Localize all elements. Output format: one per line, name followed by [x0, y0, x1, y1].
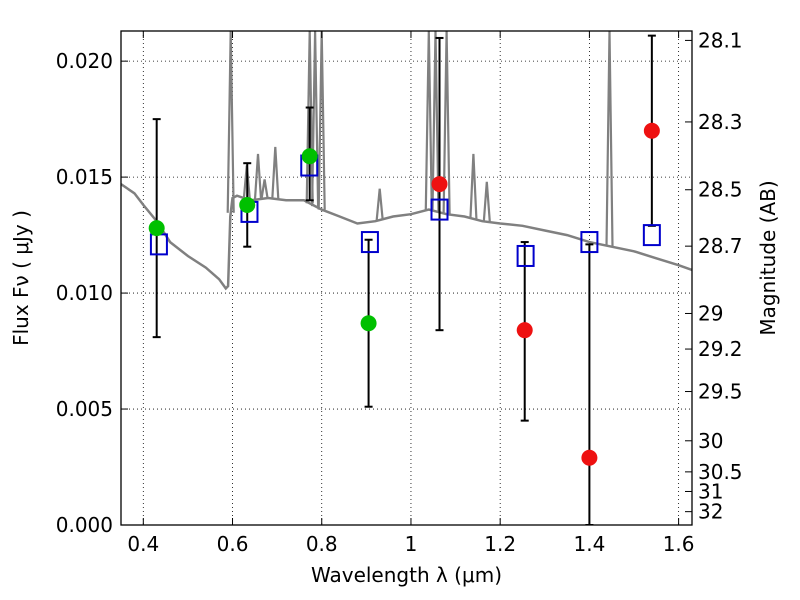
tick-labels: 0.4 0.6 0.8 1 1.2 1.4 1.6 0.000 0.005 0.010 0.015 0…	[56, 28, 743, 556]
grid	[121, 31, 692, 526]
x-tick-label: 1.4	[573, 532, 605, 556]
y-tick-label: 0.015	[56, 165, 113, 189]
right-tick-label: 28.5	[698, 178, 743, 202]
flux-point	[516, 322, 533, 339]
flux-point	[431, 176, 448, 193]
right-tick-label: 32	[698, 500, 723, 524]
right-tick-label: 28.3	[698, 110, 743, 134]
x-tick-label: 1.2	[484, 532, 516, 556]
right-tick-label: 28.1	[698, 28, 743, 52]
y-axis-label: Flux Fν ( μJy )	[9, 210, 33, 346]
flux-point	[301, 148, 318, 165]
x-tick-label: 0.4	[127, 532, 159, 556]
emission-line	[469, 153, 478, 219]
flux-point	[581, 449, 598, 466]
x-tick-label: 1	[405, 532, 418, 556]
plot-area	[121, 31, 692, 525]
emission-line	[317, 31, 326, 210]
right-tick-label: 28.7	[698, 234, 743, 258]
emission-line	[311, 31, 320, 207]
emission-line	[253, 153, 263, 200]
emission-line	[375, 188, 384, 221]
emission-line	[305, 31, 314, 204]
x-tick-label: 0.6	[217, 532, 249, 556]
flux-point	[148, 220, 165, 237]
x-tick-label: 1.6	[663, 532, 695, 556]
emission-line	[424, 31, 433, 210]
right-axis-label: Magnitude (AB)	[756, 180, 780, 335]
emission-line	[271, 146, 280, 199]
emission-line	[226, 31, 235, 213]
flux-point	[239, 196, 256, 213]
model-square-point	[360, 231, 379, 254]
model-square-point	[642, 224, 661, 247]
axes-frame	[120, 30, 693, 526]
y-tick-label: 0.010	[56, 281, 113, 305]
axis-ticks	[121, 31, 692, 526]
y-tick-label: 0.005	[56, 397, 113, 421]
right-tick-label: 30	[698, 429, 723, 453]
x-axis-label: Wavelength λ (μm)	[311, 563, 502, 587]
emission-line	[442, 31, 451, 215]
spectrum-line	[121, 183, 692, 291]
model-square-point	[430, 198, 449, 221]
x-tick-label: 0.8	[306, 532, 338, 556]
model-square-point	[516, 244, 535, 267]
emission-line	[260, 179, 269, 199]
emission-line	[482, 181, 491, 222]
y-tick-label: 0.000	[56, 513, 113, 537]
model-square-point	[149, 233, 168, 256]
right-tick-label: 29.5	[698, 380, 743, 404]
right-tick-label: 29	[698, 301, 723, 325]
y-tick-label: 0.020	[56, 49, 113, 73]
model-square-point	[580, 231, 599, 254]
emission-line	[431, 31, 440, 212]
flux-point	[360, 315, 377, 332]
emission-line	[605, 31, 614, 247]
flux-point	[643, 122, 660, 139]
right-tick-label: 30.5	[698, 460, 743, 484]
right-tick-label: 29.2	[698, 337, 743, 361]
right-tick-label: 31	[698, 479, 723, 503]
